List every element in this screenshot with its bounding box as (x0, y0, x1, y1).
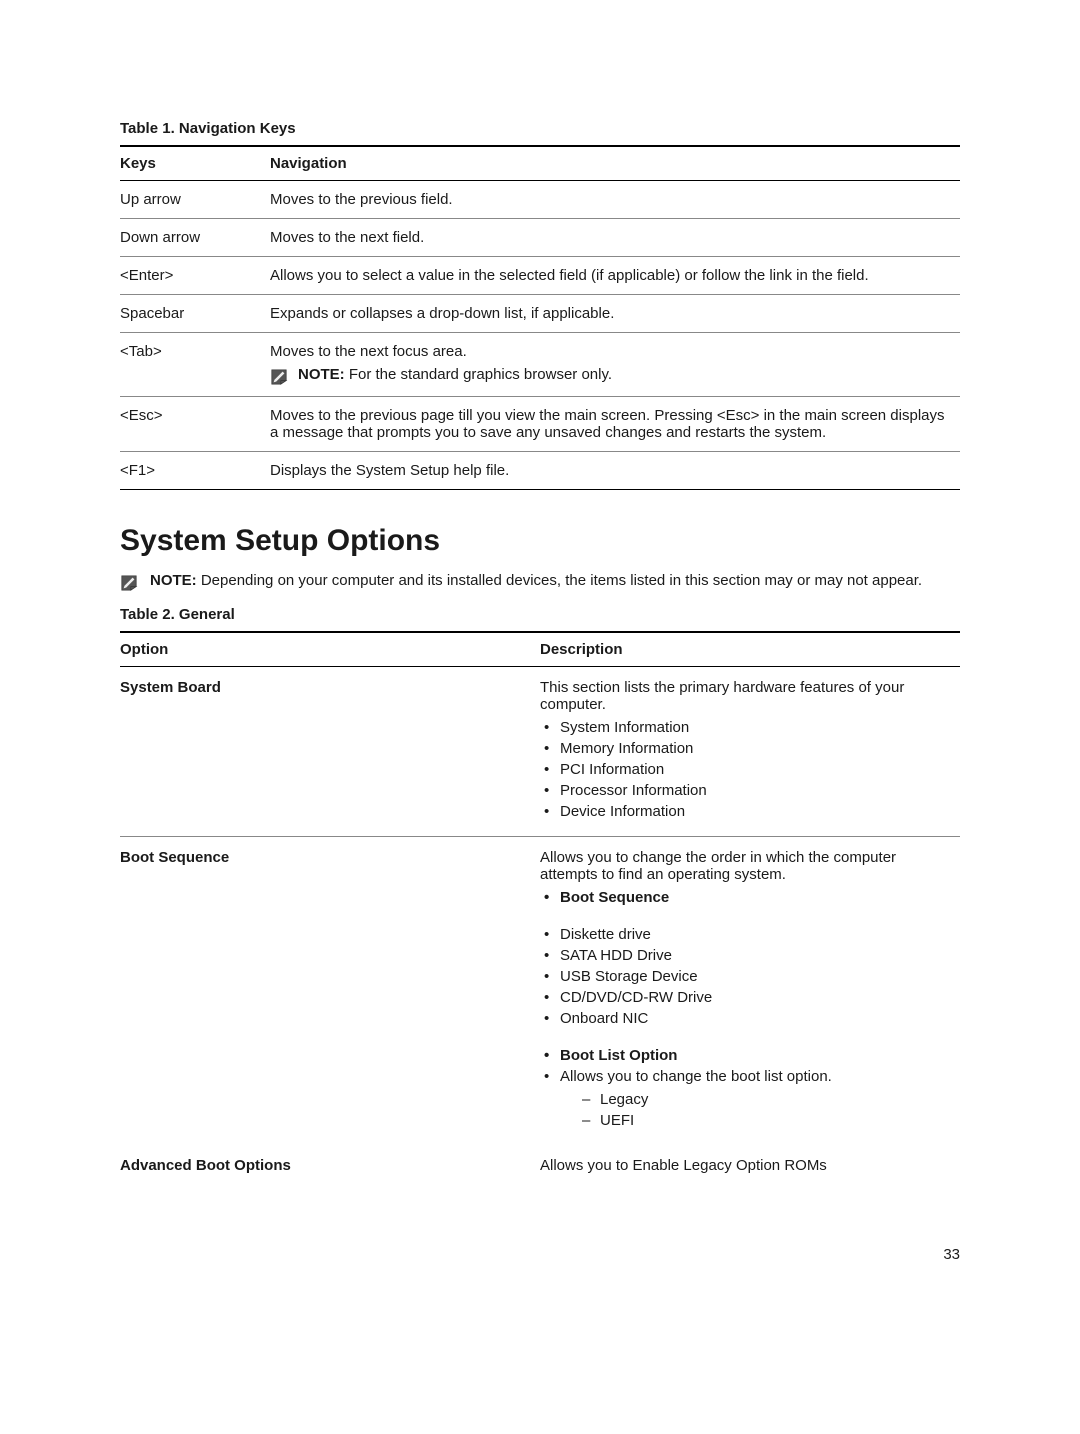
desc-cell: Moves to the next focus area. NOTE: For … (270, 333, 960, 397)
section-note: NOTE: Depending on your computer and its… (120, 572, 960, 592)
list-item: USB Storage Device (540, 968, 952, 985)
list-item: System Information (540, 719, 952, 736)
sublist-item: Legacy (560, 1091, 952, 1108)
list-item: Device Information (540, 803, 952, 820)
desc-cell: Moves to the previous page till you view… (270, 397, 960, 452)
note-text: NOTE: For the standard graphics browser … (298, 366, 612, 383)
list-item: Diskette drive (540, 926, 952, 943)
option-advanced-boot: Advanced Boot Options (120, 1145, 540, 1186)
list-item: CD/DVD/CD-RW Drive (540, 989, 952, 1006)
list-item: PCI Information (540, 761, 952, 778)
table-row: <Tab> Moves to the next focus area. NOTE… (120, 333, 960, 397)
navigation-keys-table: Keys Navigation Up arrow Moves to the pr… (120, 145, 960, 490)
list-item: SATA HDD Drive (540, 947, 952, 964)
table1-title: Table 1. Navigation Keys (120, 120, 960, 137)
list-item: Allows you to change the boot list optio… (540, 1068, 952, 1129)
key-cell: <Esc> (120, 397, 270, 452)
section-heading: System Setup Options (120, 524, 960, 558)
boot-sequence-heading: Boot Sequence (540, 889, 952, 906)
general-options-table: Option Description System Board This sec… (120, 631, 960, 1186)
tab-desc: Moves to the next focus area. (270, 343, 952, 360)
advanced-boot-desc: Allows you to Enable Legacy Option ROMs (540, 1145, 960, 1186)
system-board-desc: This section lists the primary hardware … (540, 667, 960, 837)
table-row: <Enter> Allows you to select a value in … (120, 257, 960, 295)
desc-cell: Displays the System Setup help file. (270, 452, 960, 490)
table2-title: Table 2. General (120, 606, 960, 623)
list-item: Memory Information (540, 740, 952, 757)
key-cell: <Enter> (120, 257, 270, 295)
key-cell: Down arrow (120, 219, 270, 257)
key-cell: <F1> (120, 452, 270, 490)
desc-cell: Allows you to select a value in the sele… (270, 257, 960, 295)
key-cell: Spacebar (120, 295, 270, 333)
desc-cell: Moves to the previous field. (270, 181, 960, 219)
table-row: Boot Sequence Allows you to change the o… (120, 837, 960, 1146)
boot-sequence-desc: Allows you to change the order in which … (540, 837, 960, 1146)
table-row: System Board This section lists the prim… (120, 667, 960, 837)
table-row: <Esc> Moves to the previous page till yo… (120, 397, 960, 452)
option-boot-sequence: Boot Sequence (120, 837, 540, 1146)
desc-cell: Expands or collapses a drop-down list, i… (270, 295, 960, 333)
key-cell: Up arrow (120, 181, 270, 219)
table-row: <F1> Displays the System Setup help file… (120, 452, 960, 490)
sublist-item: UEFI (560, 1112, 952, 1129)
option-system-board: System Board (120, 667, 540, 837)
table-row: Advanced Boot Options Allows you to Enab… (120, 1145, 960, 1186)
key-cell: <Tab> (120, 333, 270, 397)
boot-list-option-heading: Boot List Option (540, 1047, 952, 1064)
note-icon (270, 368, 288, 386)
table-row: Down arrow Moves to the next field. (120, 219, 960, 257)
desc-cell: Moves to the next field. (270, 219, 960, 257)
list-item: Onboard NIC (540, 1010, 952, 1027)
table-row: Spacebar Expands or collapses a drop-dow… (120, 295, 960, 333)
list-item: Processor Information (540, 782, 952, 799)
table1-header-keys: Keys (120, 146, 270, 181)
table2-header-desc: Description (540, 632, 960, 667)
table1-header-nav: Navigation (270, 146, 960, 181)
table-row: Up arrow Moves to the previous field. (120, 181, 960, 219)
page-number: 33 (120, 1246, 960, 1263)
table2-header-option: Option (120, 632, 540, 667)
note-icon (120, 574, 138, 592)
